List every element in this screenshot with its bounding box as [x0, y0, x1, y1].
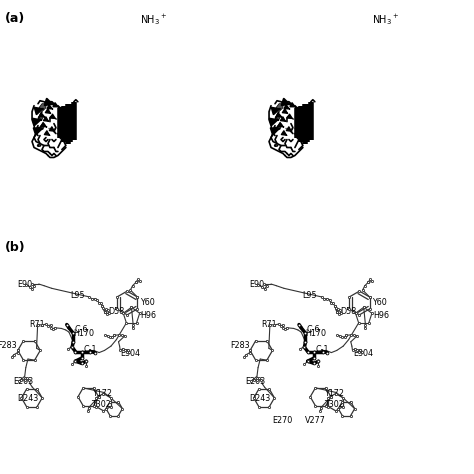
Text: T302: T302: [91, 400, 111, 409]
Text: E90: E90: [17, 280, 32, 289]
Text: H96: H96: [140, 311, 156, 320]
Text: D58: D58: [340, 307, 356, 316]
Polygon shape: [40, 123, 45, 128]
Text: R71: R71: [261, 320, 277, 329]
Polygon shape: [38, 114, 44, 119]
Text: Y172: Y172: [325, 389, 345, 398]
Text: H96: H96: [373, 311, 389, 320]
Text: E203: E203: [13, 377, 33, 386]
Text: E304: E304: [353, 349, 373, 358]
Text: C-1: C-1: [83, 345, 97, 354]
Text: (b): (b): [5, 241, 26, 254]
Text: R71: R71: [29, 320, 45, 329]
Text: T302: T302: [324, 400, 344, 409]
Text: V277: V277: [305, 416, 326, 425]
Text: NH$_3$$^+$: NH$_3$$^+$: [140, 12, 167, 27]
Text: C-1: C-1: [316, 345, 329, 354]
Polygon shape: [277, 123, 282, 128]
Text: Y60: Y60: [373, 299, 387, 308]
Text: L95: L95: [303, 291, 318, 300]
Polygon shape: [276, 104, 283, 111]
Text: NH$_3$$^+$: NH$_3$$^+$: [372, 12, 400, 27]
Text: H170: H170: [73, 329, 94, 338]
Text: C-6: C-6: [307, 326, 320, 335]
Text: D243: D243: [249, 394, 271, 403]
Text: F283: F283: [230, 340, 249, 349]
Polygon shape: [275, 114, 281, 119]
Text: E90: E90: [249, 280, 264, 289]
Text: (a): (a): [5, 12, 25, 25]
Text: L95: L95: [71, 291, 85, 300]
Text: E270: E270: [273, 416, 293, 425]
Text: Y172: Y172: [92, 389, 112, 398]
Text: D243: D243: [17, 394, 38, 403]
Text: Y60: Y60: [140, 299, 155, 308]
Text: H170: H170: [306, 329, 327, 338]
Text: F283: F283: [0, 340, 17, 349]
Polygon shape: [39, 104, 46, 111]
Text: E203: E203: [245, 377, 265, 386]
Text: C-6: C-6: [74, 326, 88, 335]
Text: D58: D58: [108, 307, 124, 316]
Text: E304: E304: [121, 349, 141, 358]
